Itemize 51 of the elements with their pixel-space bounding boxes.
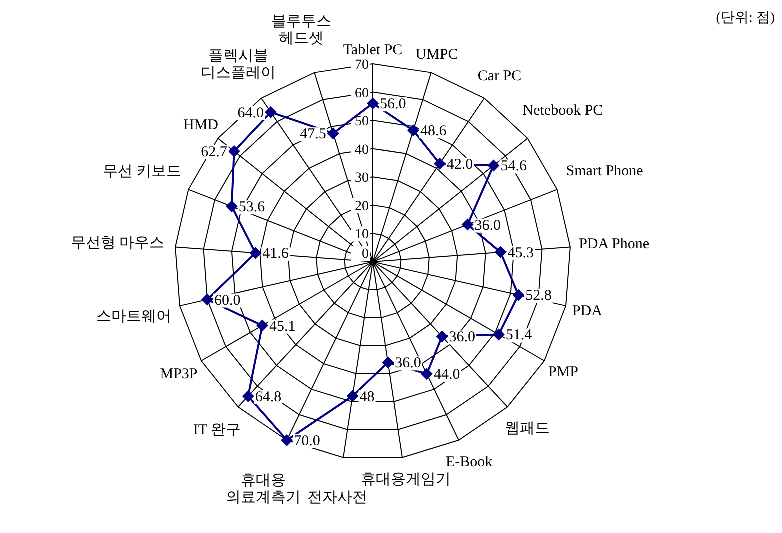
category: 플렉시블 디스플레이 bbox=[200, 48, 276, 82]
tick: 30 bbox=[355, 171, 369, 186]
tick: 20 bbox=[355, 199, 369, 214]
category: 무선 키보드 bbox=[102, 164, 182, 180]
value-label: 45.1 bbox=[270, 318, 296, 335]
value-label: 70.0 bbox=[294, 433, 320, 450]
value-label: 53.6 bbox=[238, 200, 266, 216]
value-label: 36.0 bbox=[449, 330, 476, 346]
category: 휴대용 의료계측기 bbox=[226, 473, 302, 506]
category: IT 완구 bbox=[193, 422, 242, 438]
tick: 0 bbox=[362, 247, 369, 262]
value-label: 60.0 bbox=[214, 292, 241, 309]
value-label: 56.0 bbox=[380, 96, 406, 113]
category: PDA Phone bbox=[579, 236, 650, 252]
value-label: 51.4 bbox=[506, 328, 532, 344]
tick: 50 bbox=[355, 114, 369, 130]
category: Tablet PC bbox=[343, 42, 403, 58]
value-label: 36.0 bbox=[474, 218, 502, 234]
category: 웹패드 bbox=[504, 420, 550, 437]
category: PMP bbox=[548, 364, 579, 380]
value-label: 45.3 bbox=[508, 245, 534, 262]
category: Smart Phone bbox=[566, 164, 644, 180]
category: Car PC bbox=[478, 68, 522, 85]
value-label: 52.8 bbox=[526, 288, 552, 304]
category: 무선형 마우스 bbox=[70, 235, 165, 252]
value-label: 48 bbox=[360, 389, 375, 406]
value-label: 64.8 bbox=[255, 389, 282, 406]
category: MP3P bbox=[160, 366, 198, 382]
value-label: 54.6 bbox=[500, 158, 527, 175]
category: 전자사전 bbox=[308, 490, 368, 506]
value-label: 42.0 bbox=[446, 156, 474, 173]
category: 휴대용게임기 bbox=[360, 472, 451, 488]
tick: 60 bbox=[355, 86, 369, 102]
tick: 40 bbox=[355, 142, 369, 158]
category: UMPC bbox=[416, 47, 458, 64]
category: PDA bbox=[572, 303, 602, 320]
tick: 10 bbox=[355, 228, 369, 243]
tick: 70 bbox=[355, 58, 369, 73]
category: E-Book bbox=[446, 454, 493, 471]
category: 블루투스 헤드셋 bbox=[271, 14, 332, 47]
value-label: 36.0 bbox=[395, 356, 422, 372]
category: HMD bbox=[184, 117, 218, 134]
value-label: 64.0 bbox=[238, 105, 264, 122]
value-label: 62.7 bbox=[201, 144, 228, 160]
value-label: 44.0 bbox=[434, 367, 460, 384]
category: Netebook PC bbox=[522, 103, 604, 119]
category: 스마트웨어 bbox=[96, 309, 172, 326]
annotation: (단위: 점) bbox=[716, 11, 775, 26]
value-label: 47.5 bbox=[300, 126, 326, 143]
value-label: 48.6 bbox=[420, 124, 447, 140]
value-label: 41.6 bbox=[262, 246, 289, 262]
